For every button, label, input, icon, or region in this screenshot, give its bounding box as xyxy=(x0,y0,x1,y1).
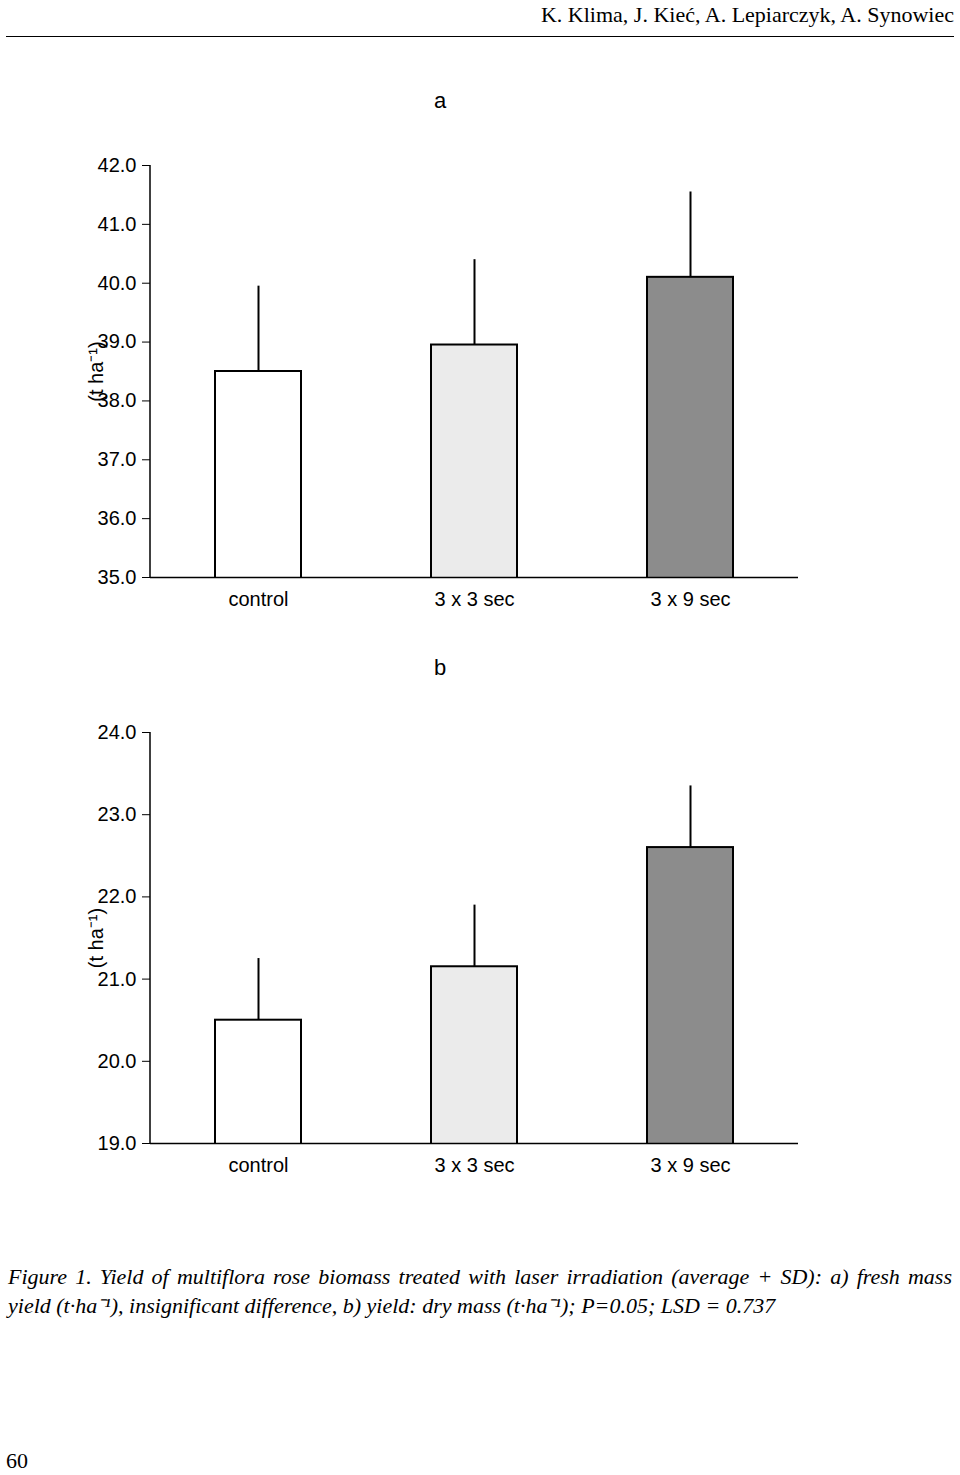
svg-text:3 x 9 sec: 3 x 9 sec xyxy=(650,588,730,610)
svg-text:20.0: 20.0 xyxy=(98,1050,137,1072)
html-text:60: 60 xyxy=(6,1448,28,1473)
svg-text:3 x 3 sec: 3 x 3 sec xyxy=(434,588,514,610)
svg-text:22.0: 22.0 xyxy=(98,885,137,907)
svg-text:41.0: 41.0 xyxy=(98,213,137,235)
svg-text:3 x 3 sec: 3 x 3 sec xyxy=(434,1154,514,1176)
svg-text:36.0: 36.0 xyxy=(98,507,137,529)
html-text:Figure 1. Yield of multiflora: Figure 1. Yield of multiflora rose bioma… xyxy=(8,1264,952,1318)
svg-text:control: control xyxy=(228,588,288,610)
svg-text:23.0: 23.0 xyxy=(98,803,137,825)
svg-text:control: control xyxy=(228,1154,288,1176)
svg-text:35.0: 35.0 xyxy=(98,566,137,588)
svg-text:19.0: 19.0 xyxy=(98,1132,137,1154)
html-text:b: b xyxy=(433,655,447,680)
html-text:K. Klima, J. Kieć, A. Lepiarcz: K. Klima, J. Kieć, A. Lepiarczyk, A. Syn… xyxy=(541,2,954,27)
svg-text:3 x 9 sec: 3 x 9 sec xyxy=(650,1154,730,1176)
svg-text:(t ha⁻¹): (t ha⁻¹) xyxy=(85,908,107,968)
svg-text:37.0: 37.0 xyxy=(98,448,137,470)
svg-text:(t ha⁻¹): (t ha⁻¹) xyxy=(85,341,107,401)
svg-text:24.0: 24.0 xyxy=(98,721,137,743)
svg-text:38.0: 38.0 xyxy=(97,389,137,412)
svg-text:40.0: 40.0 xyxy=(98,272,137,294)
svg-text:21.0: 21.0 xyxy=(98,968,137,990)
svg-text:42.0: 42.0 xyxy=(98,154,137,176)
svg-text:39.0: 39.0 xyxy=(97,330,137,353)
html-text:a: a xyxy=(433,88,447,113)
